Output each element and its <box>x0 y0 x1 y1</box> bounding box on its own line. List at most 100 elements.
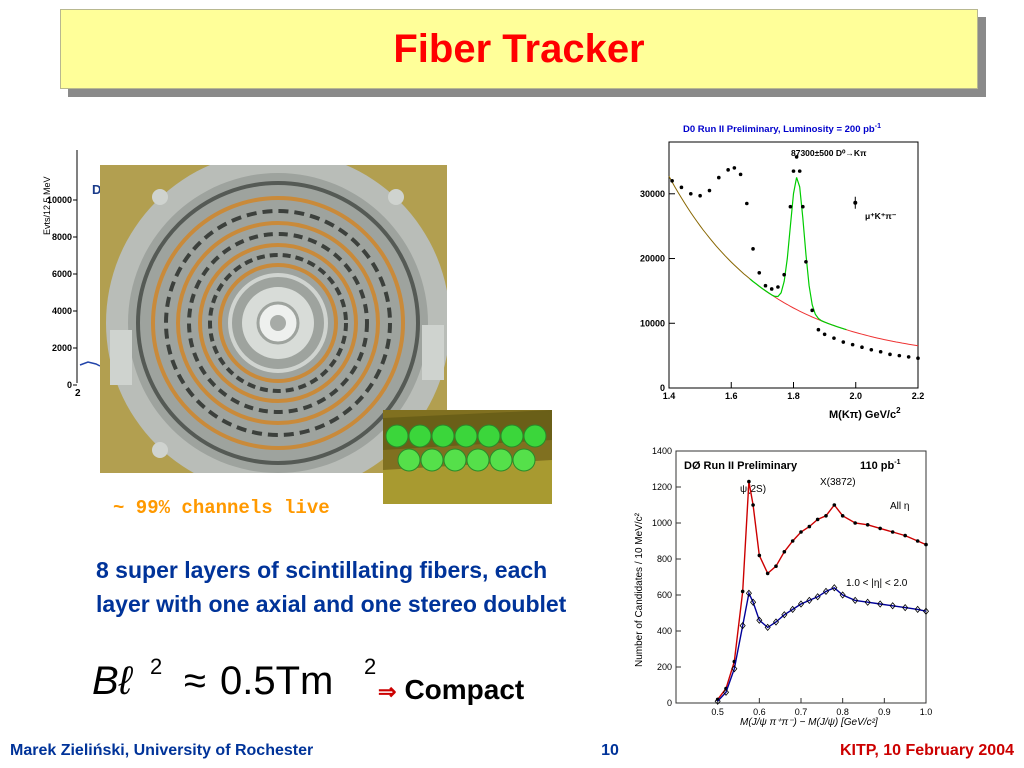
chart2-point-all-eta <box>790 539 795 543</box>
chart1-xtick-label: 1.6 <box>725 391 738 401</box>
chart2-point-all-eta <box>915 539 920 543</box>
chart2-point-eta-cut <box>814 593 821 601</box>
title-box: Fiber Tracker <box>60 9 978 89</box>
fiber-circle <box>477 424 501 448</box>
fiber-circle <box>523 424 547 448</box>
chart1-xtick-label: 1.4 <box>663 391 676 401</box>
chart1-background-fit-low <box>668 176 754 282</box>
chart2-luminosity: 110 pb-1 <box>860 459 901 472</box>
chart2-ytick-label: 1400 <box>652 446 672 456</box>
chart2-ytick-label: 600 <box>657 590 672 600</box>
fiber-circle <box>408 424 432 448</box>
chart1-data-point <box>810 308 814 313</box>
compact-text: Compact <box>404 674 525 705</box>
channels-live-note: ~ 99% channels live <box>113 497 330 519</box>
chart1-data-point <box>916 356 920 361</box>
chart2-xtick-label: 1.0 <box>920 707 933 717</box>
chart2-point-eta-cut <box>731 665 738 673</box>
chart2-point-eta-cut <box>797 600 805 608</box>
background-partial-label: D <box>92 182 101 197</box>
slide-title: Fiber Tracker <box>393 26 645 71</box>
background-yticks: 10000 8000 6000 4000 2000 0 <box>47 195 77 390</box>
chart2-point-all-eta <box>865 523 870 527</box>
d0-mass-chart: D0 Run II Preliminary, Luminosity = 200 … <box>640 123 925 421</box>
chart2-point-eta-cut <box>722 688 730 696</box>
background-ytick-label: 8000 <box>52 232 72 242</box>
chart1-ytick-label: 10000 <box>640 318 665 328</box>
chart1-data-point <box>869 348 874 352</box>
chart1-ytick-label: 20000 <box>640 254 665 264</box>
fiber-circles <box>385 424 547 472</box>
chart1-data-point <box>679 185 684 190</box>
label-x3872: X(3872) <box>820 477 856 488</box>
chart2-ytick-label: 1200 <box>652 482 672 492</box>
chart2-ytick-label: 1000 <box>652 518 672 528</box>
background-ytick-label: 2000 <box>52 343 72 353</box>
fiber-circle <box>466 448 490 472</box>
chart2-point-eta-cut <box>714 697 721 705</box>
chart2-point-all-eta <box>807 524 812 529</box>
chart2-point-eta-cut <box>772 618 780 626</box>
chart2-point-all-eta <box>890 530 895 534</box>
fiber-circle <box>397 448 421 472</box>
fiber-closeup-photo <box>383 410 552 504</box>
chart2-point-eta-cut <box>864 598 871 606</box>
chart2-point-all-eta <box>903 533 907 538</box>
chart1-data-point <box>822 332 827 337</box>
fiber-circle <box>500 424 524 448</box>
chart2-point-all-eta <box>774 564 778 568</box>
chart2-ytick-label: 800 <box>657 554 672 564</box>
chart1-data-point <box>707 188 712 193</box>
chart2-series-all-eta <box>717 481 927 700</box>
fiber-circle <box>443 448 467 472</box>
chart2-ytick-label: 200 <box>657 662 672 672</box>
background-xtick: 2 <box>75 388 81 399</box>
chart2-xtick-label: 0.8 <box>836 707 849 717</box>
background-histogram: Evts/12.5 MeV 10000 8000 6000 4000 2000 0 2 D <box>42 150 101 399</box>
chart2-point-eta-cut <box>922 607 930 615</box>
chart1-annotation: 87300±500 D⁰→Kπ <box>791 148 867 158</box>
fiber-circle <box>454 424 478 448</box>
chart2-point-eta-cut <box>831 584 838 592</box>
x3872-chart: DØ Run II Preliminary 110 pb-1 ψ(2S) X(3… <box>622 443 942 733</box>
fiber-circle <box>489 448 513 472</box>
chart1-data-point <box>888 352 892 357</box>
implies-arrow: ⇒ <box>378 679 397 704</box>
chart2-point-all-eta <box>832 503 837 507</box>
chart1-data-point <box>670 179 674 183</box>
fiber-circle <box>512 448 536 472</box>
chart2-point-all-eta <box>740 589 745 594</box>
chart1-data-point <box>801 204 805 209</box>
chart2-point-all-eta <box>782 550 787 554</box>
chart1-legend: μ⁺K⁺π⁻ <box>865 211 897 221</box>
chart2-xlabel: M(J/ψ π⁺π⁻) − M(J/ψ) [GeV/c²] <box>740 717 878 728</box>
chart2-point-eta-cut <box>806 596 813 605</box>
fiber-circle <box>431 424 455 448</box>
chart2-point-all-eta <box>924 542 928 547</box>
chart2-point-all-eta <box>799 530 803 534</box>
chart2-xtick-label: 0.6 <box>753 707 766 717</box>
chart1-data-point <box>791 169 796 173</box>
chart1-title: D0 Run II Preliminary, Luminosity = 200 … <box>683 123 881 135</box>
chart2-point-all-eta <box>878 526 882 531</box>
chart1-xtick-label: 2.2 <box>912 391 925 401</box>
chart2-xtick-label: 0.9 <box>878 707 891 717</box>
chart2-point-eta-cut <box>902 603 909 612</box>
chart2-point-eta-cut <box>839 591 846 599</box>
chart2-point-eta-cut <box>852 596 859 605</box>
label-eta-cut: 1.0 < |η| < 2.0 <box>846 578 908 589</box>
chart1-data-point <box>804 259 808 264</box>
chart2-point-eta-cut <box>877 600 884 608</box>
chart2-ytick-label: 400 <box>657 626 672 636</box>
chart1-data-point <box>841 340 846 344</box>
chart1-data-point <box>794 155 799 159</box>
formula-exp2: 2 <box>364 654 376 679</box>
chart2-point-eta-cut <box>889 602 896 610</box>
chart2-point-all-eta <box>747 479 751 484</box>
chart1-data-point <box>782 272 786 277</box>
background-ytick-label: 0 <box>67 380 72 390</box>
chart2-point-eta-cut <box>781 611 788 619</box>
background-ytick-label: 10000 <box>47 195 72 205</box>
field-formula: Bℓ 2 ≈ 0.5Tm 2 <box>92 654 376 703</box>
chart2-title: DØ Run II Preliminary <box>684 460 798 472</box>
